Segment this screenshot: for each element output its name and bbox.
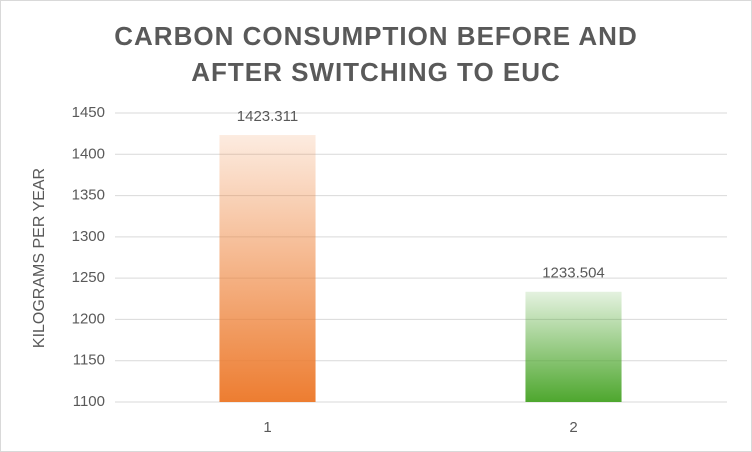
y-tick-label: 1350	[72, 187, 105, 204]
y-axis-label: KILOGRAMS PER YEAR	[31, 168, 48, 348]
y-tick-label: 1400	[72, 145, 105, 162]
data-label: 1423.311	[237, 108, 298, 125]
y-tick-label: 1450	[72, 104, 105, 121]
y-tick-label: 1300	[72, 228, 105, 245]
y-tick-label: 1150	[73, 352, 105, 369]
data-label: 1233.504	[542, 265, 605, 282]
y-tick-label: 1200	[72, 310, 105, 327]
bar	[219, 135, 316, 403]
x-tick-label: 2	[569, 419, 577, 436]
y-tick-label: 1250	[72, 269, 105, 286]
y-tick-label: 1100	[73, 393, 105, 410]
x-tick-label: 1	[263, 419, 271, 436]
bar	[525, 291, 622, 402]
chart-title: CARBON CONSUMPTION BEFORE AND AFTER SWIT…	[114, 21, 638, 87]
